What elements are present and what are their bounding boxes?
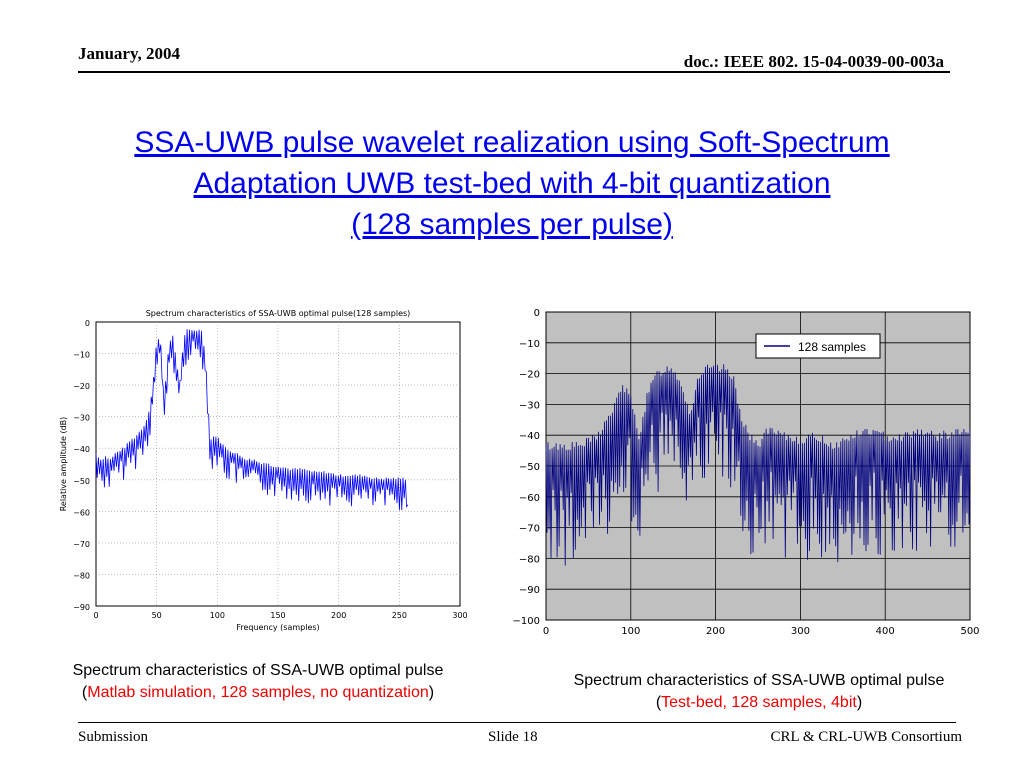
y-tick-label: −100 <box>513 616 540 627</box>
y-tick-label: −30 <box>73 414 90 423</box>
y-tick-label: −50 <box>519 462 540 473</box>
y-tick-label: −40 <box>519 431 540 442</box>
legend: 128 samples <box>755 333 881 359</box>
y-tick-label: −50 <box>73 477 90 486</box>
footer-rule <box>78 722 956 723</box>
x-tick-label: 250 <box>392 611 407 620</box>
series-line <box>95 329 409 511</box>
right-caption-line-1: Spectrum characteristics of SSA-UWB opti… <box>573 672 945 689</box>
left-caption: Spectrum characteristics of SSA-UWB opti… <box>28 660 488 704</box>
x-tick-label: 300 <box>452 611 467 620</box>
header-rule <box>78 71 950 73</box>
left-caption-line-2: (Matlab simulation, 128 samples, no quan… <box>28 682 488 704</box>
y-tick-label: −20 <box>519 370 540 381</box>
y-tick-label: −80 <box>73 571 90 580</box>
right-caption-line-2: (Test-bed, 128 samples, 4bit) <box>520 692 998 714</box>
y-tick-label: −70 <box>519 524 540 535</box>
slide-title-line-3: (128 samples per pulse) <box>351 208 673 241</box>
y-tick-label: 0 <box>85 319 90 328</box>
x-axis-label: Frequency (samples) <box>236 623 319 632</box>
y-tick-label: −80 <box>519 554 540 565</box>
footer-submission: Submission <box>78 729 149 745</box>
y-tick-label: −90 <box>73 603 90 612</box>
x-tick-label: 50 <box>152 611 162 620</box>
y-tick-label: 0 <box>534 308 540 319</box>
right-caption-close: ) <box>856 694 863 711</box>
x-tick-label: 0 <box>93 611 98 620</box>
x-tick-label: 500 <box>960 626 979 637</box>
left-caption-open: ( <box>81 684 88 701</box>
y-axis-label: Relative amplitude (dB) <box>59 417 68 512</box>
matlab-spectrum-chart: 0−10−20−30−40−50−60−70−80−900 50 100 150 200… <box>59 309 468 632</box>
right-caption-open: ( <box>655 694 662 711</box>
right-caption: Spectrum characteristics of SSA-UWB opti… <box>520 670 998 714</box>
left-caption-line-1: Spectrum characteristics of SSA-UWB opti… <box>72 662 444 679</box>
x-tick-label: 100 <box>621 626 640 637</box>
x-tick-label: 200 <box>331 611 346 620</box>
series-line <box>545 364 971 566</box>
y-tick-label: −60 <box>519 493 540 504</box>
left-caption-close: ) <box>428 684 435 701</box>
y-tick-label: −10 <box>519 339 540 350</box>
right-caption-detail: Test-bed, 128 samples, 4bit <box>661 694 857 711</box>
slide-title[interactable]: SSA-UWB pulse wavelet realization using … <box>40 122 984 245</box>
x-tick-label: 300 <box>791 626 810 637</box>
chart-title: Spectrum characteristics of SSA-UWB opti… <box>146 309 411 318</box>
x-tick-label: 0 <box>543 626 549 637</box>
x-tick-label: 400 <box>876 626 895 637</box>
y-tick-label: −20 <box>73 382 90 391</box>
left-caption-detail: Matlab simulation, 128 samples, no quant… <box>87 684 429 701</box>
y-tick-label: −40 <box>73 445 90 454</box>
y-tick-label: −10 <box>73 351 90 360</box>
y-tick-label: −70 <box>73 540 90 549</box>
y-tick-label: −30 <box>519 400 540 411</box>
x-tick-label: 150 <box>270 611 285 620</box>
header-doc-id: doc.: IEEE 802. 15-04-0039-00-003a <box>683 52 944 71</box>
slide-title-line-1: SSA-UWB pulse wavelet realization using … <box>134 126 890 159</box>
y-tick-label: −90 <box>519 585 540 596</box>
legend-label: 128 samples <box>798 340 866 354</box>
y-tick-label: −60 <box>73 508 90 517</box>
footer-consortium: CRL & CRL-UWB Consortium <box>770 729 962 745</box>
slide-title-line-2: Adaptation UWB test-bed with 4-bit quant… <box>193 167 831 200</box>
x-tick-label: 100 <box>210 611 225 620</box>
x-tick-label: 200 <box>706 626 725 637</box>
header-date: January, 2004 <box>78 44 181 63</box>
footer-slide-number: Slide 18 <box>488 729 538 745</box>
